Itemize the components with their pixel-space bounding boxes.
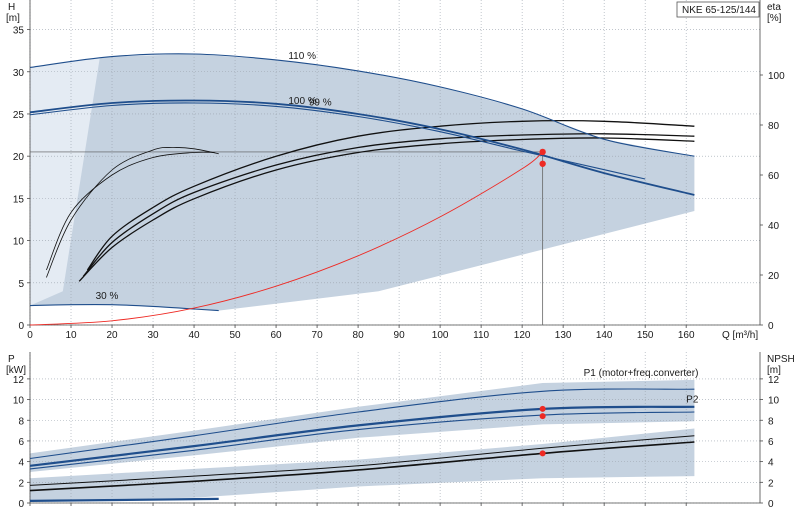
y-left-tick-label: 20: [13, 152, 25, 163]
y-left-tick-label: 5: [18, 279, 24, 290]
x-tick-label: 90: [394, 330, 406, 341]
x-tick-label: 10: [65, 330, 77, 341]
power-curve: [29, 388, 695, 460]
x-tick-label: 60: [271, 330, 283, 341]
y-right-tick-label: 8: [768, 416, 774, 427]
y-right-tick-label: 10: [768, 396, 780, 407]
head-curve: [29, 53, 695, 157]
x-tick-label: 100: [432, 330, 449, 341]
model-label: NKE 65-125/144: [682, 5, 756, 16]
efficiency-curve: [46, 151, 215, 271]
y-right-tick-label: 20: [768, 271, 780, 282]
y-right-axis-label: NPSH: [767, 354, 795, 365]
head-curve: [29, 99, 695, 196]
y-left-axis-label: H: [8, 2, 15, 13]
y-left-tick-label: 0: [18, 321, 24, 332]
efficiency-curve: [86, 119, 695, 271]
x-tick-label: 20: [106, 330, 118, 341]
x-tick-label: 80: [353, 330, 365, 341]
x-tick-label: 110: [473, 330, 489, 341]
x-tick-label: 150: [637, 330, 654, 341]
y-left-axis-unit: [m]: [6, 13, 20, 24]
y-right-tick-label: 100: [768, 71, 785, 82]
npsh-band: [30, 428, 695, 500]
operating-range-area: [30, 54, 695, 311]
system-curve: [29, 151, 543, 326]
head-curve: [29, 304, 219, 312]
efficiency-curve: [46, 147, 219, 278]
x-tick-label: 0: [27, 330, 33, 341]
operating-point: [539, 413, 546, 420]
y-right-tick-label: 0: [768, 499, 774, 510]
y-left-tick-label: 25: [13, 110, 25, 121]
y-right-axis-label: eta: [767, 2, 781, 13]
y-left-tick-label: 6: [18, 437, 24, 448]
y-left-tick-label: 8: [18, 416, 24, 427]
speed-label: 100 %: [288, 96, 316, 107]
x-tick-label: 40: [188, 330, 200, 341]
operating-point: [539, 160, 546, 167]
y-right-tick-label: 6: [768, 437, 774, 448]
head-curve: [29, 102, 646, 180]
y-left-tick-label: 10: [13, 237, 25, 248]
model-label-box: NKE 65-125/144: [676, 1, 760, 18]
x-tick-label: 130: [555, 330, 572, 341]
y-left-tick-label: 10: [13, 396, 25, 407]
y-left-tick-label: 15: [13, 194, 25, 205]
x-tick-label: 140: [596, 330, 613, 341]
y-right-tick-label: 60: [768, 171, 780, 182]
speed-label: 99 %: [309, 98, 332, 109]
y-left-axis-label: P: [8, 354, 15, 365]
y-left-tick-label: 12: [13, 375, 25, 386]
efficiency-curve: [78, 137, 695, 282]
series-label: P1 (motor+freq.converter): [584, 368, 699, 379]
y-left-tick-label: 0: [18, 499, 24, 510]
y-left-tick-label: 4: [18, 458, 24, 469]
y-right-tick-label: 2: [768, 478, 774, 489]
y-right-axis-unit: [m]: [767, 365, 781, 376]
x-tick-label: 30: [147, 330, 159, 341]
npsh-curve: [29, 441, 695, 492]
power-curve: [29, 497, 219, 502]
efficiency-curve: [82, 133, 695, 277]
power-npsh-panel: 0 2 4 6 8 10 12 0 2 4 6 8 10 12 P[kW] NPSH[m] P1 (motor+…: [6, 352, 795, 510]
head-efficiency-panel: 0 10 20 30 40 50 60 70 80 90 100 110 120 130 140 150 160…: [6, 0, 785, 341]
y-right-axis-unit: [%]: [767, 13, 782, 24]
y-right-tick-label: 0: [768, 321, 774, 332]
speed-label: 30 %: [96, 291, 119, 302]
speed-label: 110 %: [288, 51, 316, 62]
operating-point: [539, 405, 546, 412]
x-tick-label: 70: [312, 330, 324, 341]
operating-point: [539, 450, 546, 457]
y-left-tick-label: 30: [13, 68, 25, 79]
x-tick-label: 120: [514, 330, 531, 341]
x-axis-label: Q [m³/h]: [722, 330, 758, 341]
y-right-tick-label: 40: [768, 221, 780, 232]
y-left-tick-label: 2: [18, 478, 24, 489]
series-label: P2: [686, 395, 699, 406]
y-right-tick-label: 80: [768, 121, 780, 132]
x-tick-label: 50: [229, 330, 241, 341]
npsh-curve: [29, 435, 695, 486]
power-curve: [29, 411, 695, 470]
y-left-tick-label: 35: [13, 26, 25, 37]
y-right-tick-label: 12: [768, 375, 780, 386]
power-curve: [29, 405, 695, 467]
y-left-axis-unit: [kW]: [6, 365, 26, 376]
low-flow-region: [30, 58, 100, 306]
x-tick-label: 160: [678, 330, 695, 341]
operating-point: [539, 148, 546, 156]
y-right-tick-label: 4: [768, 458, 774, 469]
